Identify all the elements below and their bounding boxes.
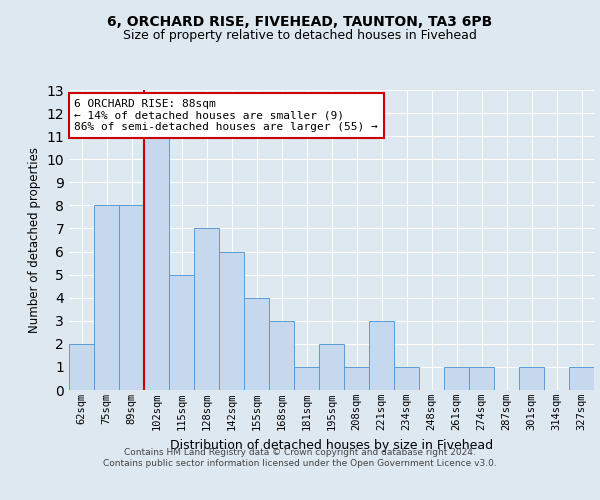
- Text: 6, ORCHARD RISE, FIVEHEAD, TAUNTON, TA3 6PB: 6, ORCHARD RISE, FIVEHEAD, TAUNTON, TA3 …: [107, 16, 493, 30]
- X-axis label: Distribution of detached houses by size in Fivehead: Distribution of detached houses by size …: [170, 438, 493, 452]
- Bar: [444, 367, 469, 390]
- Text: Contains public sector information licensed under the Open Government Licence v3: Contains public sector information licen…: [103, 460, 497, 468]
- Bar: [69, 344, 94, 390]
- Y-axis label: Number of detached properties: Number of detached properties: [28, 147, 41, 333]
- Bar: [294, 367, 319, 390]
- Text: 6 ORCHARD RISE: 88sqm
← 14% of detached houses are smaller (9)
86% of semi-detac: 6 ORCHARD RISE: 88sqm ← 14% of detached …: [74, 99, 378, 132]
- Bar: [569, 367, 594, 390]
- Bar: [369, 321, 394, 390]
- Bar: [319, 344, 344, 390]
- Bar: [94, 206, 119, 390]
- Text: Size of property relative to detached houses in Fivehead: Size of property relative to detached ho…: [123, 28, 477, 42]
- Text: Contains HM Land Registry data © Crown copyright and database right 2024.: Contains HM Land Registry data © Crown c…: [124, 448, 476, 457]
- Bar: [219, 252, 244, 390]
- Bar: [469, 367, 494, 390]
- Bar: [344, 367, 369, 390]
- Bar: [519, 367, 544, 390]
- Bar: [394, 367, 419, 390]
- Bar: [194, 228, 219, 390]
- Bar: [269, 321, 294, 390]
- Bar: [169, 274, 194, 390]
- Bar: [244, 298, 269, 390]
- Bar: [119, 206, 144, 390]
- Bar: [144, 136, 169, 390]
